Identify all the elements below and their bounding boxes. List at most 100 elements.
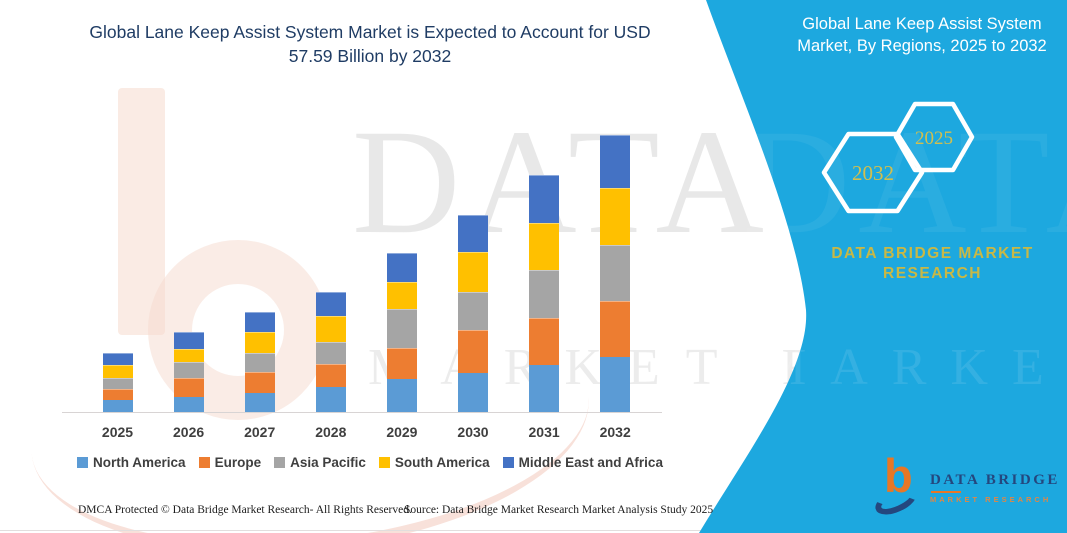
- legend-item: Middle East and Africa: [502, 455, 663, 470]
- legend-label: North America: [93, 455, 186, 470]
- bar-segment-2030: [458, 329, 488, 373]
- bar-2026: [173, 332, 204, 412]
- x-axis-label-2025: 2025: [101, 424, 134, 440]
- dbmr-logo-text: DATA BRIDGE MARKET RESEARCH: [930, 472, 1060, 504]
- x-axis-label-2032: 2032: [599, 424, 631, 440]
- x-axis-line: [62, 412, 662, 413]
- hexagon-2025-outline: [893, 101, 975, 173]
- x-axis-label-2026: 2026: [173, 424, 205, 440]
- bar-segment-2026: [173, 349, 204, 362]
- dbmr-logo: b DATA BRIDGE MARKET RESEARCH: [871, 452, 1065, 522]
- bar-2028: [315, 291, 346, 412]
- bar-2027: [244, 312, 275, 412]
- bar-2030: [458, 214, 488, 412]
- chart-headline-line1: Global Lane Keep Assist System Market is…: [89, 22, 651, 42]
- bar-segment-2032: [600, 187, 631, 246]
- watermark-on-flag-row2: MARKET RESEARCH: [760, 339, 1067, 396]
- bar-segment-2026: [173, 378, 204, 397]
- year-hexagons: 2032 2025: [821, 101, 975, 214]
- bar-2032: [600, 134, 631, 412]
- bar-segment-2031: [529, 269, 560, 318]
- legend-label: South America: [394, 455, 490, 470]
- legend-label: Middle East and Africa: [518, 455, 663, 470]
- bar-2025: [102, 352, 133, 412]
- bottom-divider-line: [0, 530, 1067, 531]
- legend-item: South America: [378, 455, 490, 470]
- bar-segment-2032: [600, 357, 631, 412]
- bar-segment-2027: [244, 352, 275, 373]
- bar-segment-2030: [458, 214, 488, 253]
- legend-item: North America: [77, 455, 186, 470]
- hexagon-2032-outline: [821, 131, 925, 214]
- chart-legend: North America Europe Asia Pacific South Ame…: [60, 455, 680, 470]
- bar-segment-2025: [102, 364, 133, 379]
- bar-segment-2025: [102, 352, 133, 365]
- legend-swatch-icon: [378, 457, 390, 468]
- dbmr-brand-line2: RESEARCH: [883, 265, 982, 283]
- bar-segment-2027: [244, 392, 275, 412]
- bar-segment-2029: [386, 309, 417, 348]
- bar-2031: [529, 174, 560, 412]
- dbmr-brand-text: DATA BRIDGE MARKET RESEARCH: [790, 244, 1067, 284]
- bar-segment-2032: [600, 134, 631, 188]
- legend-item: Asia Pacific: [274, 455, 366, 470]
- bar-segment-2030: [458, 252, 488, 292]
- bar-segment-2025: [102, 399, 133, 412]
- bar-segment-2028: [315, 342, 346, 364]
- bar-segment-2030: [458, 372, 488, 412]
- hexagon-2032-label: 2032: [852, 161, 894, 185]
- bar-segment-2031: [529, 174, 560, 223]
- x-axis-label-2029: 2029: [386, 424, 418, 440]
- logo-name: DATA BRIDGE: [930, 472, 1060, 488]
- bar-segment-2032: [600, 300, 631, 358]
- legend-swatch-icon: [502, 457, 514, 468]
- bar-segment-2028: [315, 315, 346, 343]
- legend-label: Europe: [214, 455, 262, 470]
- dbmr-brand-line1: DATA BRIDGE MARKET: [831, 245, 1034, 262]
- chart-headline-line2: 57.59 Billion by 2032: [288, 46, 452, 67]
- bar-segment-2029: [386, 347, 417, 380]
- bar-segment-2028: [315, 387, 346, 412]
- bar-segment-2027: [244, 312, 275, 333]
- chart-headline: Global Lane Keep Assist System Market is…: [58, 20, 682, 68]
- bar-2029: [386, 252, 417, 412]
- bar-segment-2029: [386, 281, 417, 310]
- legend-swatch-icon: [274, 457, 286, 468]
- x-axis-label-2028: 2028: [315, 424, 347, 440]
- x-axis-label-2031: 2031: [528, 424, 560, 440]
- footer-source-text: Source: Data Bridge Market Research Mark…: [404, 504, 714, 516]
- x-axis-label-2030: 2030: [457, 424, 489, 440]
- dbmr-logo-icon: b: [871, 452, 926, 520]
- legend-label: Asia Pacific: [290, 455, 366, 470]
- bar-segment-2031: [529, 317, 560, 366]
- bar-segment-2031: [529, 222, 560, 270]
- bar-segment-2027: [244, 332, 275, 353]
- logo-subtitle: MARKET RESEARCH: [930, 495, 1052, 504]
- legend-item: Europe: [198, 455, 262, 470]
- bar-segment-2028: [315, 363, 346, 387]
- bar-segment-2031: [529, 365, 560, 412]
- bar-segment-2028: [315, 291, 346, 316]
- bar-segment-2025: [102, 378, 133, 389]
- logo-underline: [931, 491, 961, 493]
- legend-swatch-icon: [198, 457, 210, 468]
- bar-segment-2032: [600, 245, 631, 301]
- bar-segment-2027: [244, 372, 275, 393]
- logo-b-glyph: b: [884, 449, 913, 502]
- bar-segment-2029: [386, 252, 417, 282]
- flag-title: Global Lane Keep Assist System Market, B…: [797, 15, 1047, 55]
- bar-segment-2025: [102, 388, 133, 400]
- bar-segment-2029: [386, 379, 417, 412]
- footer-dmca-text: DMCA Protected © Data Bridge Market Rese…: [78, 504, 412, 516]
- bar-segment-2026: [173, 332, 204, 350]
- hexagon-2025-label: 2025: [915, 128, 953, 149]
- x-axis-label-2027: 2027: [244, 424, 276, 440]
- bar-segment-2026: [173, 396, 204, 412]
- bar-segment-2026: [173, 362, 204, 379]
- bar-segment-2030: [458, 291, 488, 330]
- legend-swatch-icon: [77, 457, 89, 468]
